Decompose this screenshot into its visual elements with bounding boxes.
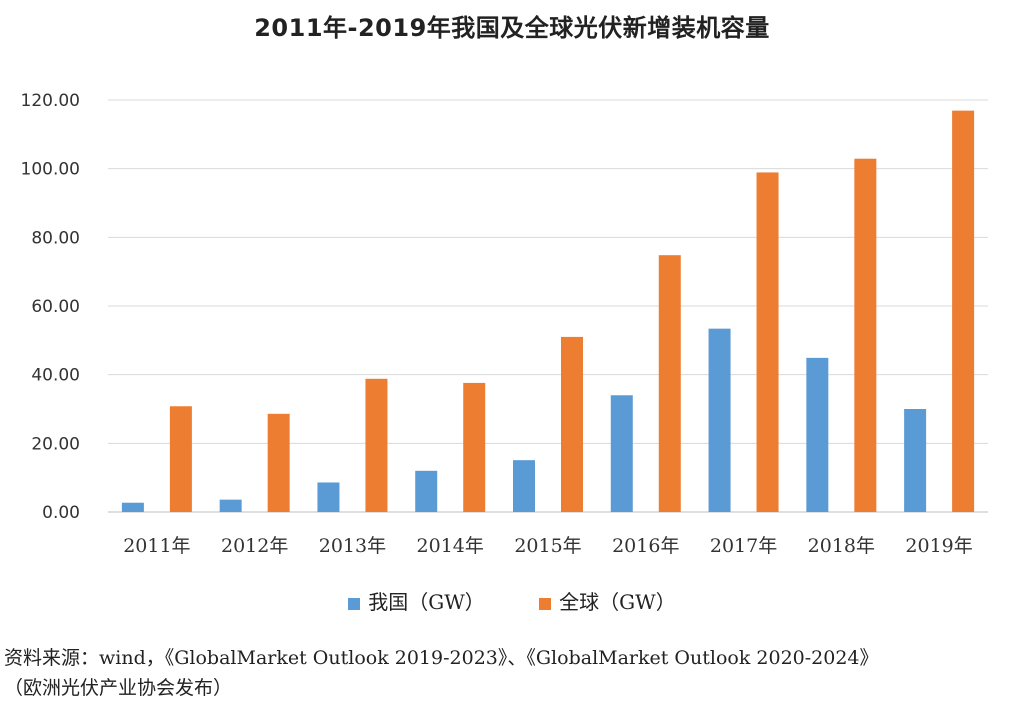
x-tick-label: 2019年: [905, 535, 972, 557]
legend-item-china: 我国（GW）: [348, 586, 485, 615]
x-tick-label: 2014年: [417, 535, 484, 557]
chart-legend: 我国（GW） 全球（GW）: [0, 586, 1024, 615]
bar-global: [267, 413, 290, 512]
bar-global: [169, 406, 192, 512]
legend-label-global: 全球（GW）: [559, 590, 676, 614]
legend-swatch-china: [348, 597, 361, 610]
x-tick-label: 2012年: [221, 535, 288, 557]
y-tick-label: 100.00: [21, 160, 80, 180]
source-note: 资料来源：wind，《GlobalMarket Outlook 2019-202…: [4, 643, 1020, 703]
bar-global: [756, 172, 779, 512]
bar-global: [952, 110, 975, 512]
x-tick-label: 2018年: [808, 535, 875, 557]
y-tick-label: 40.00: [31, 366, 80, 386]
bar-global: [561, 336, 583, 512]
y-tick-label: 120.00: [21, 91, 80, 111]
source-line-1: 资料来源：wind，《GlobalMarket Outlook 2019-202…: [4, 647, 879, 669]
legend-item-global: 全球（GW）: [539, 586, 676, 615]
bar-china: [219, 499, 242, 512]
y-tick-label: 60.00: [31, 297, 80, 317]
bar-china: [708, 328, 731, 512]
bar-china: [121, 502, 144, 512]
legend-swatch-global: [539, 597, 552, 610]
bar-global: [658, 255, 681, 513]
bar-china: [317, 482, 340, 512]
y-tick-label: 0.00: [42, 503, 80, 523]
x-tick-label: 2011年: [123, 535, 190, 557]
bar-china: [415, 470, 438, 512]
bar-global: [463, 382, 486, 512]
source-line-2: （欧洲光伏产业协会发布）: [4, 677, 233, 699]
x-tick-label: 2013年: [319, 535, 386, 557]
x-tick-label: 2016年: [612, 535, 679, 557]
x-tick-label: 2015年: [514, 535, 581, 557]
y-tick-label: 80.00: [31, 228, 80, 248]
bar-china: [806, 357, 829, 512]
y-tick-label: 20.00: [31, 434, 80, 454]
bar-global: [854, 158, 877, 512]
bar-global: [365, 378, 388, 512]
chart-title: 2011年-2019年我国及全球光伏新增装机容量: [254, 14, 770, 42]
bar-china: [610, 395, 633, 512]
bar-china: [904, 409, 927, 512]
legend-label-china: 我国（GW）: [368, 590, 485, 614]
x-tick-label: 2017年: [710, 535, 777, 557]
bar-china: [513, 460, 535, 512]
